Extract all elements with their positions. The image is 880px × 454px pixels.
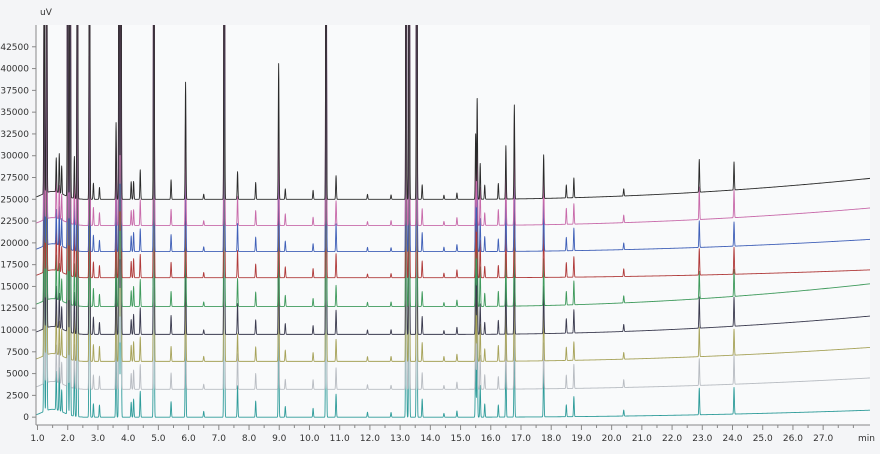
chromatogram-trace-7 xyxy=(36,25,870,253)
chromatogram-trace-6 xyxy=(36,25,870,279)
y-tick-label: 7500 xyxy=(6,348,29,358)
x-tick-label: 10.0 xyxy=(299,434,319,444)
x-tick-label: 21.0 xyxy=(632,434,652,444)
x-tick-label: 15.0 xyxy=(451,434,471,444)
x-tick-label: 24.0 xyxy=(722,434,742,444)
y-tick-label: 32500 xyxy=(0,130,29,140)
x-tick-label: 20.0 xyxy=(602,434,622,444)
y-tick-label: 25000 xyxy=(0,195,29,205)
x-tick-label: 12.0 xyxy=(360,434,380,444)
chromatogram-trace-2 xyxy=(36,25,870,390)
traces xyxy=(36,25,870,418)
y-tick-label: 15000 xyxy=(0,282,29,292)
x-tick-label: 5.0 xyxy=(151,434,166,444)
x-tick-label: 23.0 xyxy=(692,434,712,444)
y-tick-label: 35000 xyxy=(0,108,29,118)
chromatogram-trace-4 xyxy=(36,25,870,335)
y-tick-label: 5000 xyxy=(6,370,29,380)
x-tick-label: 1.0 xyxy=(30,434,45,444)
x-tick-label: 26.0 xyxy=(783,434,803,444)
chromatogram-trace-3 xyxy=(36,25,870,362)
y-tick-label: 40000 xyxy=(0,65,29,75)
chromatogram-trace-8 xyxy=(36,25,870,226)
x-tick-label: 27.0 xyxy=(813,434,833,444)
x-tick-label: 16.0 xyxy=(481,434,501,444)
chromatogram-trace-1 xyxy=(36,25,870,418)
x-tick-label: 6.0 xyxy=(181,434,196,444)
y-ticks: 0 2500 5000 7500 10000 12500 15000 17500 20000 22… xyxy=(0,43,36,423)
y-unit-label: uV xyxy=(40,8,53,18)
y-tick-label: 20000 xyxy=(0,239,29,249)
x-tick-label: 17.0 xyxy=(511,434,531,444)
x-tick-label: 9.0 xyxy=(272,434,287,444)
x-tick-label: 7.0 xyxy=(212,434,227,444)
x-tick-label: 3.0 xyxy=(91,434,106,444)
y-tick-label: 17500 xyxy=(0,261,29,271)
y-tick-label: 37500 xyxy=(0,86,29,96)
x-tick-label: 8.0 xyxy=(242,434,257,444)
x-tick-label: 11.0 xyxy=(330,434,350,444)
y-tick-label: 0 xyxy=(23,413,29,423)
x-tick-label: 13.0 xyxy=(390,434,410,444)
y-tick-label: 27500 xyxy=(0,174,29,184)
x-tick-label: 4.0 xyxy=(121,434,136,444)
x-unit-label: min xyxy=(858,434,875,444)
y-tick-label: 22500 xyxy=(0,217,29,227)
x-tick-label: 19.0 xyxy=(571,434,591,444)
x-tick-label: 25.0 xyxy=(753,434,773,444)
x-tick-label: 22.0 xyxy=(662,434,682,444)
x-tick-label: 14.0 xyxy=(420,434,440,444)
chromatogram-trace-5 xyxy=(36,25,870,307)
y-tick-label: 12500 xyxy=(0,304,29,314)
y-tick-label: 42500 xyxy=(0,43,29,53)
x-ticks: 1.0 2.0 3.0 4.0 5.0 6.0 7.0 8.0 9.0 10.0 11.0 12.0 1… xyxy=(30,425,854,444)
y-tick-label: 30000 xyxy=(0,152,29,162)
x-tick-label: 2.0 xyxy=(61,434,76,444)
y-tick-label: 10000 xyxy=(0,326,29,336)
y-tick-label: 2500 xyxy=(6,391,29,401)
x-tick-label: 18.0 xyxy=(541,434,561,444)
chromatogram-trace-9 xyxy=(36,25,870,200)
